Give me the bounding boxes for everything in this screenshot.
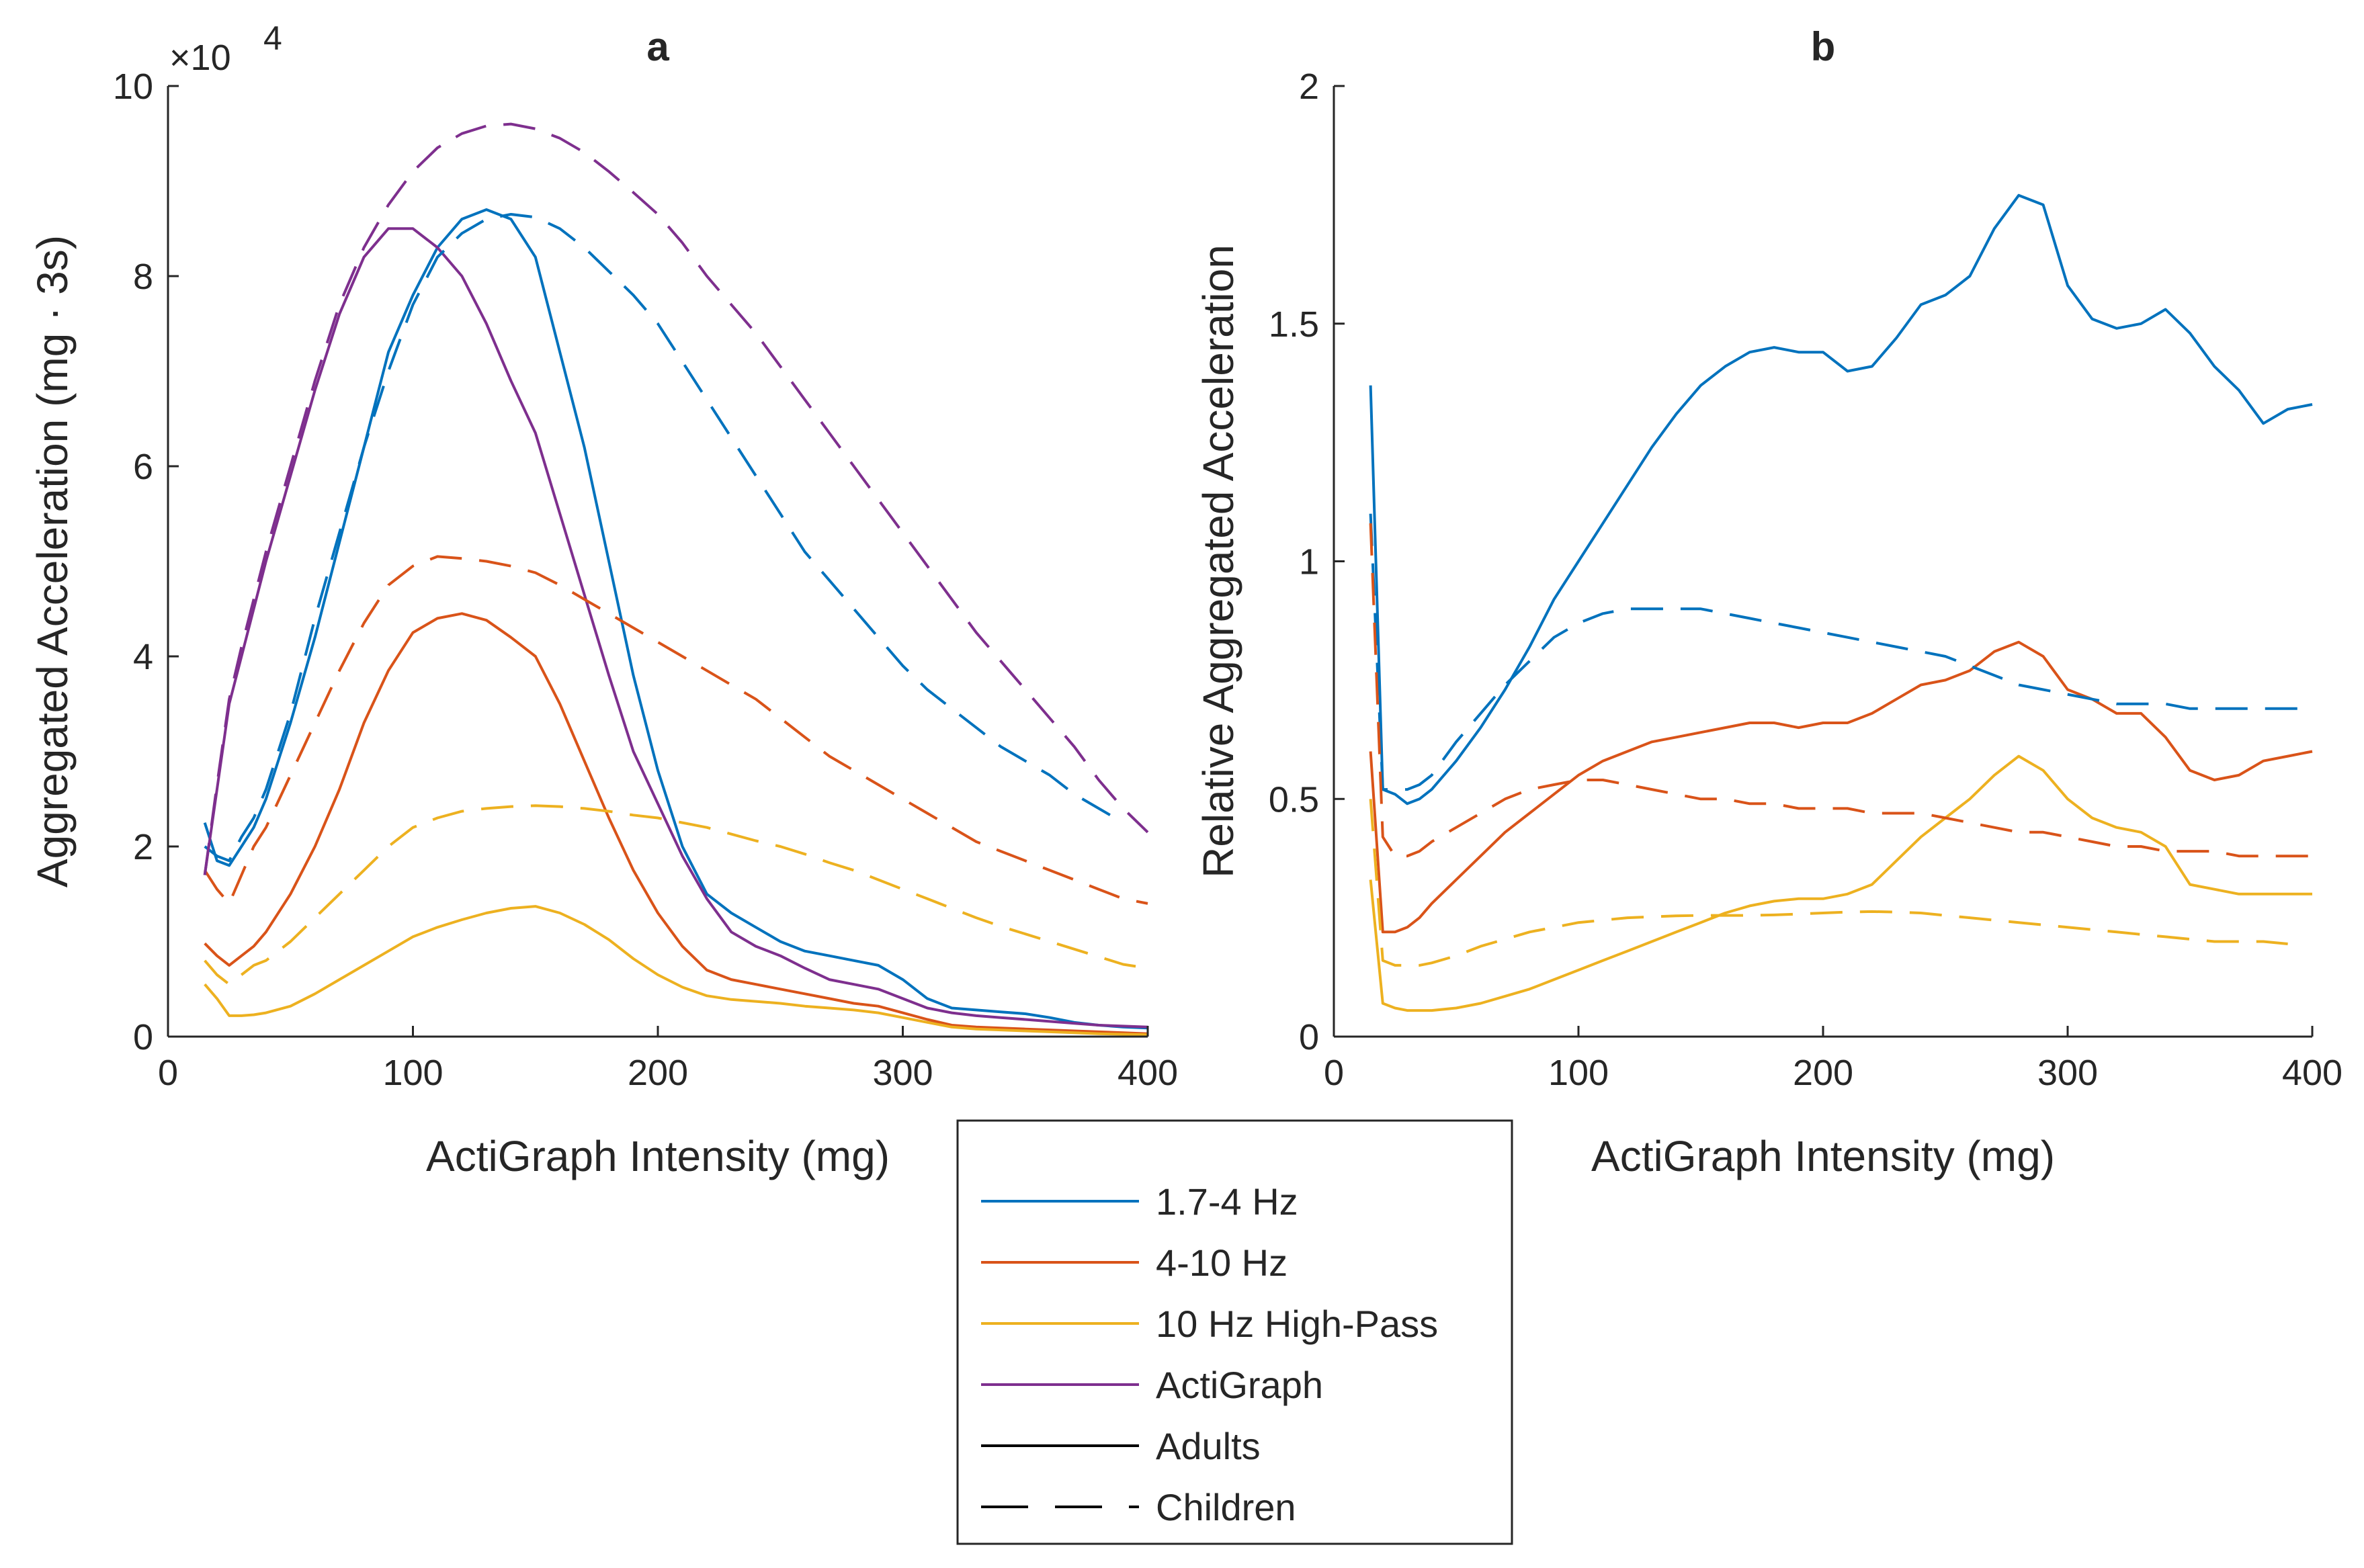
panel-a-series-children-4-10-hz [204, 555, 1148, 905]
panel-b-y-tick-label: 0.5 [1269, 779, 1319, 820]
panel-a-title: a [646, 24, 669, 69]
panel-b-series-adults-4-10-hz [1369, 640, 2313, 934]
panel-a-series-children-10-hz-high-pass [204, 804, 1148, 986]
panel-a-series-children-1-7-4-hz [204, 213, 1124, 863]
panel-a-x-tick-label: 300 [872, 1053, 933, 1093]
legend-label-10-hz-high-pass: 10 Hz High-Pass [1156, 1303, 1438, 1345]
panel-a-y-tick-label: 10 [113, 67, 153, 107]
panel-a-y-tick-label: 8 [133, 257, 153, 297]
legend-label-1-7-4-hz: 1.7-4 Hz [1156, 1180, 1298, 1223]
panel-b-y-tick-label: 0 [1299, 1017, 1319, 1057]
panel-b-series-children-4-10-hz [1369, 523, 2312, 858]
legend: 1.7-4 Hz 4-10 Hz 10 Hz High-Pass ActiGraph A… [956, 1119, 1513, 1545]
panel-b-x-tick-label: 0 [1324, 1053, 1344, 1093]
panel-a-x-tick-label: 200 [628, 1053, 688, 1093]
panel-b-series-children-1-7-4-hz [1369, 513, 2312, 791]
panel-b-y-tick-label: 1.5 [1269, 304, 1319, 345]
panel-b-title: b [1811, 24, 1836, 69]
panel-b-series-adults-10-hz-high-pass [1369, 754, 2312, 1012]
panel-a-y-tick-label: 0 [133, 1017, 153, 1057]
panel-a-y-tick-label: 6 [133, 447, 153, 487]
legend-box [956, 1119, 1513, 1545]
panel-a-x-tick-label: 0 [158, 1053, 178, 1093]
panel-a-y-exponent-power: 4 [263, 19, 282, 57]
legend-label-4-10-hz: 4-10 Hz [1156, 1242, 1287, 1284]
panel-b-x-label: ActiGraph Intensity (mg) [1591, 1132, 2055, 1180]
panel-b: 0 100 200 300 400 0 0.5 1 1.5 2 b ActiGraph Intensi… [1194, 24, 2342, 1180]
panel-a-series-children-actigraph [203, 122, 1149, 875]
panel-a-series-adults-1-7-4-hz [203, 208, 1148, 1030]
panel-a-y-tick-label: 4 [133, 637, 153, 677]
legend-label-adults: Adults [1156, 1425, 1261, 1467]
panel-a-y-tick-label: 2 [133, 827, 153, 867]
panel-b-y-tick-label: 1 [1299, 542, 1319, 582]
panel-b-x-tick-label: 200 [1793, 1053, 1853, 1093]
panel-b-x-tick-label: 300 [2037, 1053, 2098, 1093]
panel-a-x-tick-label: 100 [382, 1053, 443, 1093]
panel-b-x-tick-label: 100 [1548, 1053, 1609, 1093]
panel-b-y-tick-label: 2 [1299, 67, 1319, 107]
panel-a-x-label: ActiGraph Intensity (mg) [426, 1132, 890, 1180]
panel-b-y-label: Relative Aggregated Acceleration [1194, 245, 1242, 878]
panel-a-series-adults-10-hz-high-pass [204, 905, 1148, 1037]
panel-b-x-tick-label: 400 [2282, 1053, 2342, 1093]
legend-label-actigraph: ActiGraph [1156, 1364, 1323, 1406]
panel-a-series-adults-actigraph [203, 227, 1148, 1029]
panel-a: 0 100 200 300 400 0 2 4 6 8 10 a ActiGraph Intensity… [28, 19, 1178, 1180]
panel-b-series-children-10-hz-high-pass [1369, 799, 2288, 967]
legend-label-children: Children [1156, 1486, 1296, 1528]
panel-a-series-adults-4-10-hz [204, 612, 1148, 1035]
panel-b-series-adults-1-7-4-hz [1369, 193, 2313, 805]
panel-a-y-label: Aggregated Acceleration (mg · 3s) [28, 235, 77, 887]
panel-a-x-tick-label: 400 [1117, 1053, 1178, 1093]
panel-a-y-exponent-base: ×10 [169, 38, 231, 78]
